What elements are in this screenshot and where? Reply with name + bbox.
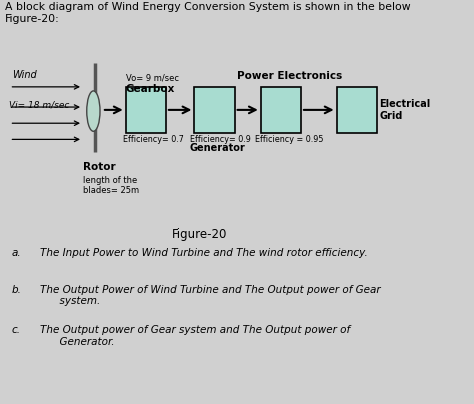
- Text: Vo= 9 m/sec: Vo= 9 m/sec: [126, 74, 179, 82]
- Text: Figure-20: Figure-20: [172, 228, 227, 241]
- Text: c.: c.: [12, 325, 21, 335]
- Text: b.: b.: [12, 285, 22, 295]
- Text: Rotor: Rotor: [83, 162, 116, 172]
- Text: Efficiency= 0.7: Efficiency= 0.7: [123, 135, 184, 143]
- Text: Gearbox: Gearbox: [126, 84, 175, 94]
- Text: length of the
blades= 25m: length of the blades= 25m: [83, 176, 139, 195]
- Bar: [261, 87, 301, 133]
- Text: Vi= 18 m/sec: Vi= 18 m/sec: [9, 101, 69, 109]
- Text: Wind: Wind: [12, 70, 36, 80]
- Bar: [337, 87, 377, 133]
- Text: Generator: Generator: [190, 143, 246, 154]
- Text: The Output power of Gear system and The Output power of
      Generator.: The Output power of Gear system and The …: [40, 325, 350, 347]
- Text: Efficiency = 0.95: Efficiency = 0.95: [255, 135, 324, 143]
- Text: Figure-20:: Figure-20:: [5, 14, 60, 24]
- Text: The Output Power of Wind Turbine and The Output power of Gear
      system.: The Output Power of Wind Turbine and The…: [40, 285, 381, 306]
- Text: Electrical
Grid: Electrical Grid: [379, 99, 430, 121]
- Text: a.: a.: [12, 248, 21, 259]
- Ellipse shape: [87, 91, 100, 131]
- Bar: [194, 87, 235, 133]
- Text: The Input Power to Wind Turbine and The wind rotor efficiency.: The Input Power to Wind Turbine and The …: [40, 248, 368, 259]
- Bar: [126, 87, 166, 133]
- Text: A block diagram of Wind Energy Conversion System is shown in the below: A block diagram of Wind Energy Conversio…: [5, 2, 410, 12]
- Text: Power Electronics: Power Electronics: [237, 71, 342, 81]
- Text: Efficiency= 0.9: Efficiency= 0.9: [190, 135, 250, 143]
